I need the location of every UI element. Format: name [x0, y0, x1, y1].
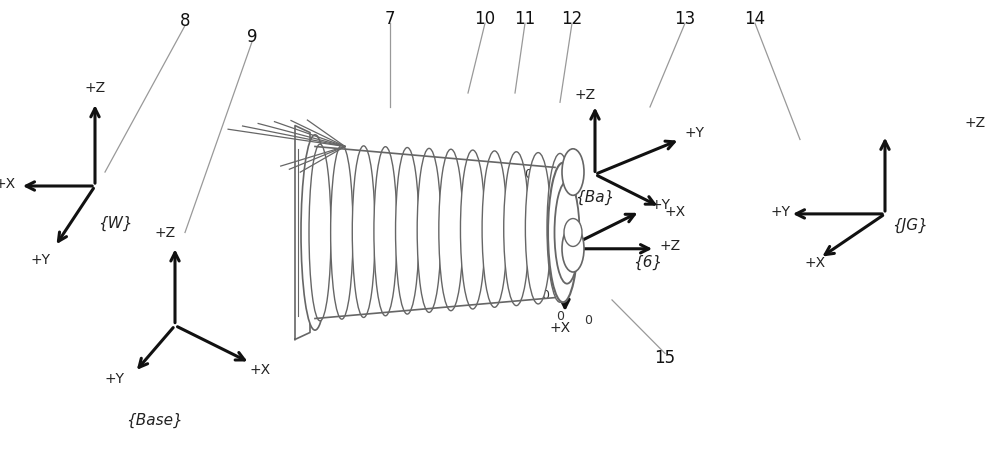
- Text: {Ba}: {Ba}: [575, 190, 615, 205]
- Text: 0: 0: [524, 168, 532, 181]
- Text: +Z: +Z: [659, 239, 681, 253]
- Ellipse shape: [564, 219, 582, 246]
- Text: +Z: +Z: [574, 88, 596, 102]
- Text: {JG}: {JG}: [892, 218, 928, 233]
- Text: 13: 13: [674, 10, 696, 27]
- Ellipse shape: [562, 149, 584, 195]
- Text: +Z: +Z: [964, 116, 986, 130]
- Text: +X: +X: [664, 205, 686, 219]
- Ellipse shape: [352, 146, 375, 318]
- Text: 0: 0: [541, 289, 549, 302]
- Ellipse shape: [460, 150, 485, 309]
- Text: 14: 14: [744, 10, 766, 27]
- Ellipse shape: [331, 145, 353, 319]
- Ellipse shape: [439, 149, 463, 311]
- Ellipse shape: [309, 144, 331, 321]
- Ellipse shape: [417, 148, 441, 312]
- Text: 8: 8: [180, 12, 190, 30]
- Text: 12: 12: [561, 10, 583, 27]
- Ellipse shape: [301, 135, 329, 330]
- Ellipse shape: [504, 152, 529, 306]
- Ellipse shape: [548, 163, 578, 302]
- Text: +Z: +Z: [84, 81, 106, 95]
- Text: 0: 0: [556, 310, 564, 323]
- Ellipse shape: [482, 151, 507, 307]
- Text: +Y: +Y: [770, 205, 790, 219]
- Text: +X: +X: [549, 321, 571, 335]
- Text: 9: 9: [247, 28, 257, 46]
- Text: 15: 15: [654, 349, 676, 367]
- Ellipse shape: [374, 146, 397, 316]
- Text: {W}: {W}: [98, 216, 132, 231]
- Text: 0: 0: [524, 226, 532, 239]
- Text: 7: 7: [385, 10, 395, 27]
- Text: +X: +X: [249, 363, 271, 377]
- Ellipse shape: [525, 153, 551, 304]
- Text: +Y: +Y: [105, 372, 125, 386]
- Text: +Z: +Z: [154, 226, 176, 239]
- Text: 0: 0: [584, 314, 592, 327]
- Text: +Y: +Y: [685, 126, 705, 140]
- Text: 11: 11: [514, 10, 536, 27]
- Text: +Y: +Y: [650, 198, 670, 212]
- Text: {6}: {6}: [633, 255, 663, 270]
- Polygon shape: [295, 126, 310, 339]
- Text: {Base}: {Base}: [127, 413, 183, 428]
- Text: +X: +X: [0, 177, 16, 191]
- Ellipse shape: [396, 147, 419, 314]
- Ellipse shape: [547, 153, 573, 302]
- Text: 10: 10: [474, 10, 496, 27]
- Text: +Y: +Y: [30, 253, 50, 267]
- Text: +X: +X: [804, 256, 826, 270]
- Ellipse shape: [554, 181, 580, 284]
- Ellipse shape: [562, 226, 584, 272]
